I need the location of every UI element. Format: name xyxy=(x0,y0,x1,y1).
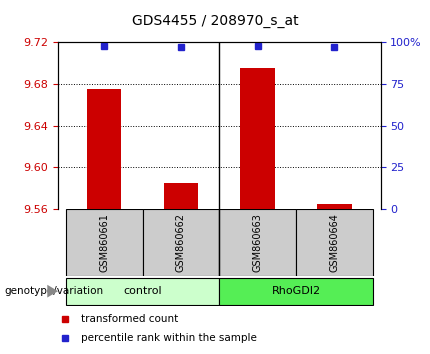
Bar xyxy=(66,209,142,276)
Text: percentile rank within the sample: percentile rank within the sample xyxy=(81,333,257,343)
Text: GSM860663: GSM860663 xyxy=(253,213,263,272)
Text: control: control xyxy=(123,286,162,296)
Text: genotype/variation: genotype/variation xyxy=(4,286,104,296)
Bar xyxy=(240,68,275,209)
Bar xyxy=(296,209,373,276)
Bar xyxy=(66,278,219,305)
Text: GSM860662: GSM860662 xyxy=(176,213,186,272)
Text: GSM860661: GSM860661 xyxy=(99,213,109,272)
Bar xyxy=(219,209,296,276)
Polygon shape xyxy=(47,285,58,297)
Text: GSM860664: GSM860664 xyxy=(329,213,339,272)
Text: transformed count: transformed count xyxy=(81,314,178,324)
Text: GDS4455 / 208970_s_at: GDS4455 / 208970_s_at xyxy=(132,14,298,28)
Bar xyxy=(219,278,373,305)
Bar xyxy=(317,204,352,209)
Text: RhoGDI2: RhoGDI2 xyxy=(271,286,321,296)
Bar xyxy=(164,183,198,209)
Bar xyxy=(142,209,219,276)
Bar xyxy=(87,89,121,209)
